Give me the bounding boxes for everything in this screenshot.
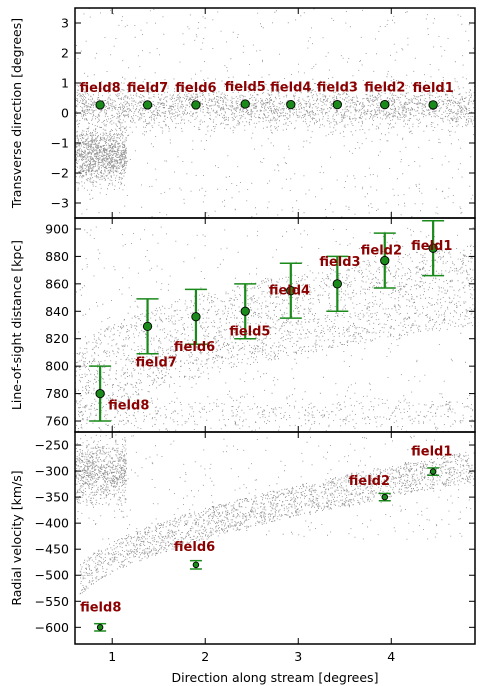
x-axis-title: Direction along stream [degrees]: [172, 670, 379, 685]
y-tick-label: −350: [35, 490, 69, 505]
y-tick-label: 0: [61, 106, 69, 121]
y-tick-label: 860: [45, 276, 69, 291]
data-point: [380, 255, 390, 266]
y-tick-label: 840: [45, 304, 69, 319]
y-tick-label: −250: [35, 438, 69, 453]
field-label-field6: field6: [174, 340, 215, 355]
y-tick-label: 760: [45, 414, 69, 429]
field-label-field6: field6: [175, 81, 216, 96]
field-label-field4: field4: [270, 81, 311, 96]
data-point: [191, 100, 201, 110]
y-axis-title: Radial velocity [km/s]: [9, 470, 24, 605]
field-label-field7: field7: [127, 81, 168, 96]
data-point: [95, 100, 105, 110]
field-marker-field3: field3: [317, 81, 358, 110]
field-marker-field1: field1: [411, 219, 452, 277]
field-label-field2: field2: [349, 474, 390, 489]
y-tick-label: −1: [51, 136, 69, 151]
y-tick-label: −3: [51, 196, 69, 211]
data-point: [380, 99, 390, 110]
y-axis-title: Transverse direction [degrees]: [9, 18, 24, 209]
y-tick-label: 1: [61, 76, 69, 91]
field-label-field3: field3: [319, 255, 360, 270]
field-label-field5: field5: [225, 80, 266, 95]
field-label-field4: field4: [269, 284, 310, 299]
data-point: [142, 321, 153, 332]
data-point: [332, 99, 342, 110]
y-tick-label: −400: [35, 516, 69, 531]
field-marker-field1: field1: [413, 81, 454, 110]
field-marker-field8: field8: [89, 365, 149, 422]
panel-frame: [74, 7, 476, 219]
field-marker-field7: field7: [127, 81, 168, 110]
panel-bottom: −600 −550 −500 −450 −400 −350 −300 −250 1 2 3 4 Radi…: [9, 431, 476, 685]
field-marker-field6: field6: [174, 540, 215, 570]
data-point: [286, 286, 296, 296]
field-label-field1: field1: [411, 445, 452, 460]
x-tick-label: 2: [201, 649, 209, 664]
field-marker-field2: field2: [361, 232, 402, 289]
data-point: [95, 388, 105, 399]
y-tick-label: −450: [35, 542, 69, 557]
data-point: [381, 493, 389, 501]
data-point: [191, 312, 201, 322]
x-tick-label: 3: [294, 649, 302, 664]
field-marker-field4: field4: [270, 81, 311, 110]
field-label-field7: field7: [136, 355, 177, 370]
field-label-field1: field1: [413, 81, 454, 96]
y-tick-label: 780: [45, 386, 69, 401]
scatter-cloud: [75, 8, 475, 218]
field-marker-field5: field5: [225, 80, 266, 109]
y-tick-label: −2: [51, 166, 69, 181]
y-tick-label: 900: [45, 221, 69, 236]
data-point: [428, 100, 438, 110]
field-label-field1: field1: [411, 239, 452, 254]
panel-frame: [74, 431, 476, 645]
y-tick-label: −600: [35, 620, 69, 635]
field-marker-field8: field8: [80, 600, 121, 632]
y-tick-label: −550: [35, 594, 69, 609]
y-tick-label: 3: [61, 16, 69, 31]
data-point: [240, 306, 250, 316]
x-tick-label: 1: [108, 649, 116, 664]
y-axis-title: Line-of-sight distance [kpc]: [9, 240, 24, 410]
data-point: [286, 99, 296, 110]
panel-top: −3 −2 −1 0 1 2 3 Transverse direction [degrees]…: [9, 7, 476, 219]
field-marker-field2: field2: [349, 474, 391, 502]
data-point: [332, 279, 342, 289]
data-point: [142, 100, 153, 110]
panel-middle: 760 780 800 820 840 860 880 900 Line-of-sight di…: [9, 217, 476, 433]
field-label-field8: field8: [80, 600, 121, 615]
field-marker-field6: field6: [174, 288, 215, 355]
y-tick-label: −500: [35, 568, 69, 583]
stream-star-points: [75, 8, 475, 218]
field-label-field3: field3: [317, 81, 358, 96]
y-tick-label: −300: [35, 464, 69, 479]
field-marker-field5: field5: [229, 283, 270, 340]
y-tick-label: 820: [45, 331, 69, 346]
field-label-field2: field2: [361, 244, 402, 259]
field-label-field6: field6: [174, 540, 215, 555]
field-marker-field1: field1: [411, 445, 452, 476]
y-tick-label: 800: [45, 359, 69, 374]
field-marker-field2: field2: [364, 81, 405, 110]
data-point: [428, 243, 438, 253]
field-marker-field3: field3: [319, 255, 361, 313]
field-label-field8: field8: [108, 399, 149, 414]
data-point: [96, 624, 104, 631]
field-label-field8: field8: [79, 81, 120, 96]
data-point: [240, 99, 250, 109]
field-label-field2: field2: [364, 81, 405, 96]
field-marker-field8: field8: [79, 81, 121, 110]
field-marker-field7: field7: [136, 298, 177, 370]
field-marker-field4: field4: [269, 262, 310, 319]
data-point: [429, 468, 437, 475]
data-point: [192, 561, 200, 569]
x-tick-label: 4: [387, 649, 395, 664]
y-tick-label: 880: [45, 249, 69, 264]
field-marker-field6: field6: [175, 81, 217, 110]
field-label-field5: field5: [229, 324, 270, 339]
y-tick-label: 2: [61, 46, 69, 61]
